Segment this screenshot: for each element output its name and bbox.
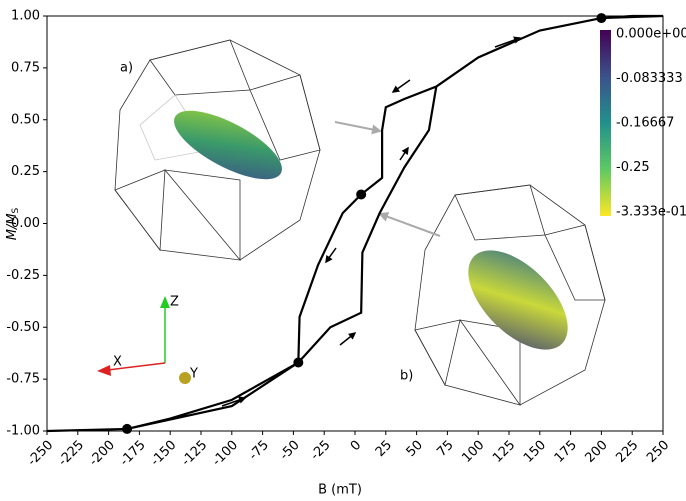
x-tick-label: 200 [583,438,611,466]
x-tick-label: 225 [613,438,641,466]
y-tick-label: -1.00 [6,424,40,439]
annotation: b) [400,369,413,384]
pointer-arrow [335,122,380,131]
axis-label-y: Y [189,367,198,382]
y-tick-label: 0.25 [11,164,40,179]
marker [356,189,366,199]
x-tick-label: -100 [210,438,241,469]
x-tick-label: 100 [459,438,487,466]
direction-arrows [222,38,520,406]
annotation: a) [120,61,133,76]
x-tick-label: 50 [404,438,426,460]
axis-label-z: Z [170,295,179,310]
x-tick-label: 175 [552,438,580,466]
y-tick-label: -0.75 [6,372,40,387]
colorbar-label: -0.083333 [616,71,683,86]
x-axis-label: B (mT) [318,483,362,498]
x-tick-label: 250 [644,438,672,466]
x-tick-label: -225 [56,438,87,469]
x-tick-label: -25 [308,438,334,464]
x-tick-label: -50 [277,438,303,464]
y-tick-label: -0.25 [6,268,40,283]
colorbar-label: 0.000e+00 [616,27,686,42]
colorbar-label: -0.25 [616,160,650,175]
x-tick-label: -175 [117,438,148,469]
y-tick-label: 0.50 [11,112,40,127]
marker [293,358,303,368]
y-tick-label: -0.50 [6,320,40,335]
y-tick-label: 1.00 [11,9,40,24]
x-tick-label: -150 [148,438,179,469]
inset-b [415,185,605,405]
x-tick-label: 0 [348,438,364,454]
marker [596,13,606,23]
axis-label-x: X [113,355,122,370]
x-tick-label: 25 [373,438,395,460]
x-tick-label: 125 [490,438,518,466]
inset-a [115,40,320,260]
y-tick-label: 0.00 [11,216,40,231]
magnetization-render [451,233,585,367]
x-tick-label: -250 [25,438,56,469]
x-tick-label: 150 [521,438,549,466]
axes-triad: Z X Y [97,295,198,385]
y-tick-label: 0.75 [11,60,40,75]
colorbar-label: -3.333e-01 [616,205,686,220]
x-tick-label: -75 [246,438,272,464]
marker [122,424,132,434]
colorbar-label: -0.16667 [616,116,674,131]
colorbar [600,30,611,216]
x-tick-label: -200 [86,438,117,469]
y-axis-label-sub: S [11,207,21,213]
x-tick-label: -125 [179,438,210,469]
x-tick-label: 75 [434,438,456,460]
pointer-arrow [380,214,440,236]
chart: Z X Y a) b) B (mT) M/MS -1.00-0.75-0.50-… [0,0,686,501]
